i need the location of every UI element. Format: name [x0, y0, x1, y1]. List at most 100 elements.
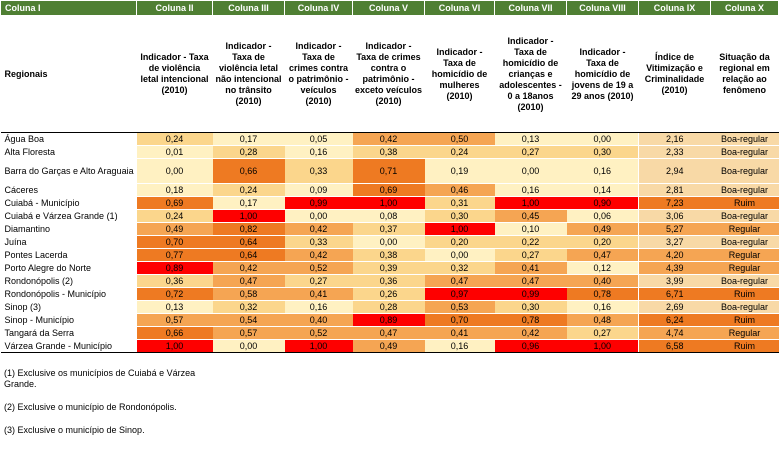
- table-row: Cuiabá - Município 0,69 0,17 0,99 1,00 0,31 1,…: [0, 196, 779, 210]
- region-name: Porto Alegre do Norte: [0, 261, 137, 275]
- table-row: Água Boa 0,24 0,17 0,05 0,42 0,50 0,13 0,00 2,16…: [0, 132, 779, 146]
- indicator-cell: 0,19: [424, 158, 495, 184]
- index-cell: 3,27: [638, 235, 711, 249]
- indicator-cell: 0,89: [352, 313, 425, 327]
- column-header: Coluna IX: [638, 0, 711, 16]
- index-cell: 2,33: [638, 145, 711, 159]
- table-row: Cáceres 0,18 0,24 0,09 0,69 0,46 0,16 0,14 2,81 B…: [0, 183, 779, 197]
- indicator-cell: 0,66: [136, 326, 213, 340]
- region-name: Rondonópolis - Município: [0, 287, 137, 301]
- table-row: Rondonópolis - Município 0,72 0,58 0,41 0,26…: [0, 287, 779, 301]
- region-name: Tangará da Serra: [0, 326, 137, 340]
- indicator-cell: 0,82: [212, 222, 285, 236]
- table-row: Barra do Garças e Alto Araguaia 0,00 0,66 0…: [0, 158, 779, 184]
- indicator-cell: 0,16: [566, 158, 639, 184]
- index-cell: 4,20: [638, 248, 711, 262]
- column-header: Coluna VII: [494, 0, 567, 16]
- indicator-cell: 0,53: [424, 300, 495, 314]
- indicator-cell: 0,42: [494, 326, 567, 340]
- indicator-cell: 0,16: [284, 300, 353, 314]
- indicator-header: Indicador - Taxa de violência letal inte…: [136, 15, 213, 133]
- indicator-cell: 0,77: [136, 248, 213, 262]
- indicator-cell: 1,00: [352, 196, 425, 210]
- indicator-cell: 0,28: [352, 300, 425, 314]
- indicator-cell: 0,33: [284, 158, 353, 184]
- column-header-row: Coluna I Coluna II Coluna III Coluna IV …: [0, 0, 779, 16]
- indicator-header: Indicador - Taxa de crimes contra o patr…: [284, 15, 353, 133]
- indicator-cell: 0,05: [284, 132, 353, 146]
- indicator-cell: 0,72: [136, 287, 213, 301]
- situation-cell: Ruim: [710, 313, 779, 327]
- indicator-cell: 0,99: [494, 287, 567, 301]
- indicator-cell: 0,17: [212, 196, 285, 210]
- indicator-cell: 0,49: [136, 222, 213, 236]
- indicator-cell: 0,24: [136, 209, 213, 223]
- situation-cell: Regular: [710, 222, 779, 236]
- indicator-cell: 0,71: [352, 158, 425, 184]
- indicator-header: Indicador - Taxa de homicídio de criança…: [494, 15, 567, 133]
- indicator-cell: 0,13: [136, 300, 213, 314]
- index-cell: 2,69: [638, 300, 711, 314]
- indicator-cell: 1,00: [136, 339, 213, 353]
- indicator-cell: 0,78: [566, 287, 639, 301]
- indicator-cell: 0,37: [352, 222, 425, 236]
- situation-cell: Boa-regular: [710, 145, 779, 159]
- index-cell: 4,39: [638, 261, 711, 275]
- indicator-cell: 0,99: [284, 196, 353, 210]
- region-name: Juína: [0, 235, 137, 249]
- indicator-cell: 0,47: [212, 274, 285, 288]
- indicator-cell: 1,00: [424, 222, 495, 236]
- region-name: Água Boa: [0, 132, 137, 146]
- situation-cell: Boa-regular: [710, 209, 779, 223]
- indicator-cell: 0,78: [494, 313, 567, 327]
- indicator-cell: 0,00: [494, 158, 567, 184]
- indicator-cell: 0,36: [352, 274, 425, 288]
- index-cell: 4,74: [638, 326, 711, 340]
- indicator-table-container: Coluna I Coluna II Coluna III Coluna IV …: [0, 0, 779, 353]
- indicator-cell: 0,10: [494, 222, 567, 236]
- indicator-cell: 0,18: [136, 183, 213, 197]
- situation-cell: Regular: [710, 248, 779, 262]
- indicator-cell: 0,30: [566, 145, 639, 159]
- indicator-cell: 0,52: [284, 326, 353, 340]
- indicator-cell: 0,32: [424, 261, 495, 275]
- index-cell: 3,06: [638, 209, 711, 223]
- indicator-cell: 0,97: [424, 287, 495, 301]
- indicator-cell: 0,89: [136, 261, 213, 275]
- table-row: Alta Floresta 0,01 0,28 0,16 0,38 0,24 0,27 0,3…: [0, 145, 779, 159]
- indicator-cell: 1,00: [284, 339, 353, 353]
- indicator-cell: 0,47: [424, 274, 495, 288]
- indicator-cell: 1,00: [494, 196, 567, 210]
- table-row: Tangará da Serra 0,66 0,57 0,52 0,47 0,41 0,42…: [0, 326, 779, 340]
- indicator-header: Regionais: [0, 15, 137, 133]
- indicator-cell: 0,41: [424, 326, 495, 340]
- region-name: Pontes Lacerda: [0, 248, 137, 262]
- table-row: Várzea Grande - Município 1,00 0,00 1,00 0,4…: [0, 339, 779, 353]
- indicator-cell: 0,38: [352, 145, 425, 159]
- column-header: Coluna X: [710, 0, 779, 16]
- indicator-cell: 0,06: [566, 209, 639, 223]
- indicator-cell: 0,38: [352, 248, 425, 262]
- indicator-cell: 0,13: [494, 132, 567, 146]
- indicator-cell: 0,00: [136, 158, 213, 184]
- indicator-header: Índice de Vitimização e Criminalidade (2…: [638, 15, 711, 133]
- indicator-cell: 0,27: [494, 248, 567, 262]
- situation-cell: Ruim: [710, 287, 779, 301]
- indicator-cell: 0,33: [284, 235, 353, 249]
- indicator-cell: 0,57: [212, 326, 285, 340]
- column-header: Coluna III: [212, 0, 285, 16]
- footnote: (2) Exclusive o município de Rondonópoli…: [4, 402, 177, 412]
- indicator-cell: 0,40: [284, 313, 353, 327]
- region-name: Cuiabá - Município: [0, 196, 137, 210]
- indicator-cell: 0,41: [494, 261, 567, 275]
- column-header: Coluna VI: [424, 0, 495, 16]
- table-row: Diamantino 0,49 0,82 0,42 0,37 1,00 0,10 0,49 5,…: [0, 222, 779, 236]
- indicator-cell: 0,14: [566, 183, 639, 197]
- table-row: Sinop (3) 0,13 0,32 0,16 0,28 0,53 0,30 0,16 2,6…: [0, 300, 779, 314]
- situation-cell: Ruim: [710, 339, 779, 353]
- indicator-cell: 0,54: [212, 313, 285, 327]
- situation-cell: Regular: [710, 326, 779, 340]
- indicator-cell: 0,90: [566, 196, 639, 210]
- situation-cell: Boa-regular: [710, 274, 779, 288]
- indicator-cell: 0,64: [212, 248, 285, 262]
